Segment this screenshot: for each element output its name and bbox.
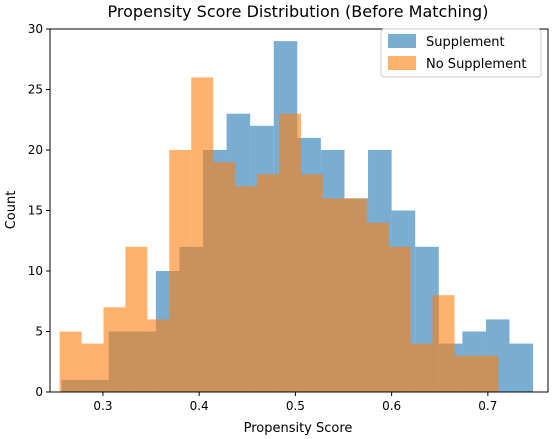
histogram-bar-no-supplement [213, 162, 236, 392]
legend-label-no-supplement: No Supplement [426, 57, 526, 72]
histogram-bar-no-supplement [344, 198, 367, 392]
y-tick-label: 30 [28, 22, 43, 36]
y-tick-label: 0 [35, 385, 43, 399]
histogram-bar-no-supplement [454, 355, 477, 392]
histogram-bar-no-supplement [279, 113, 301, 392]
chart-title: Propensity Score Distribution (Before Ma… [108, 2, 489, 21]
histogram-bar-no-supplement [81, 343, 104, 392]
histogram-bar-supplement [509, 343, 534, 392]
histogram-bar-no-supplement [432, 295, 455, 392]
y-tick-label: 15 [28, 204, 43, 218]
x-tick-label: 0.3 [93, 399, 112, 413]
histogram-bar-no-supplement [322, 198, 345, 392]
histogram-bar-no-supplement [103, 307, 126, 392]
histogram-bar-no-supplement [366, 222, 389, 392]
y-tick-label: 5 [35, 325, 43, 339]
x-tick-label: 0.7 [478, 399, 497, 413]
histogram-bar-no-supplement [388, 246, 411, 392]
x-tick-label: 0.4 [190, 399, 209, 413]
x-axis-label: Propensity Score [244, 421, 353, 436]
legend-swatch-supplement [388, 34, 416, 48]
x-tick-label: 0.5 [286, 399, 305, 413]
histogram-bar-no-supplement [300, 174, 323, 392]
legend-box [380, 28, 542, 78]
y-tick-label: 25 [28, 83, 43, 97]
y-axis-label: Count [4, 191, 19, 230]
legend-swatch-no-supplement [388, 56, 416, 70]
y-tick-label: 20 [28, 143, 43, 157]
legend-label-supplement: Supplement [426, 35, 505, 50]
histogram-bar-no-supplement [169, 150, 192, 392]
histogram-bar-no-supplement [147, 319, 170, 392]
histogram-bar-no-supplement [476, 355, 499, 392]
histogram-bar-no-supplement [235, 186, 258, 392]
ticks-layer: 0.3 0.4 0.5 0.6 0.7 0 5 10 15 20 25 30 [28, 22, 498, 413]
y-tick-label: 10 [28, 264, 43, 278]
legend: Supplement No Supplement [380, 28, 542, 78]
histogram-bar-no-supplement [410, 343, 433, 392]
bars-layer [59, 41, 534, 393]
histogram-bar-no-supplement [257, 174, 280, 392]
x-tick-label: 0.6 [382, 399, 401, 413]
histogram-bar-no-supplement [191, 77, 214, 393]
histogram-bar-no-supplement [125, 246, 148, 392]
histogram-bar-no-supplement [59, 331, 82, 392]
